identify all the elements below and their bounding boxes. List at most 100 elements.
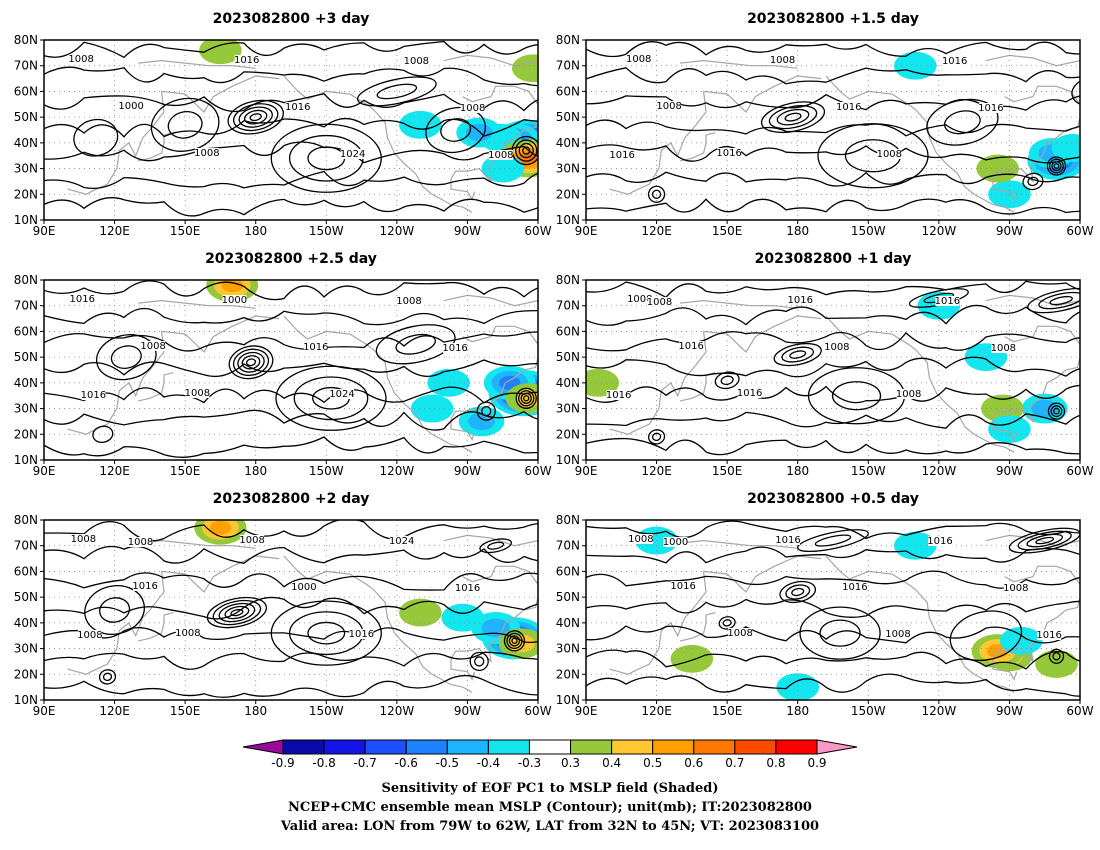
lon-tick-label: 60W: [524, 224, 551, 238]
low-pressure-contour: [1071, 76, 1080, 107]
high-pressure-contour: [270, 600, 382, 666]
coastline: [680, 539, 798, 549]
isobar-label: 1000: [222, 295, 247, 306]
low-pressure-contour: [150, 97, 220, 152]
low-pressure-contour: [949, 610, 1023, 662]
colorbar-swatch: [487, 739, 530, 755]
lon-tick-label: 150W: [851, 224, 886, 238]
lon-tick-label: 90W: [996, 464, 1023, 478]
colorbar-swatch: [364, 739, 407, 755]
low-pressure-contour: [1053, 407, 1060, 415]
isobar-label-bg: [627, 294, 652, 304]
isobar-label-bg: [896, 389, 921, 399]
lat-tick-label: 10N: [14, 213, 38, 227]
map-field: 1008 1016 1008 1016 1016 1008 1016 1008 1016 1000: [586, 520, 1080, 700]
isobar-label: 1008: [396, 296, 421, 307]
lon-tick-label: 120E: [641, 704, 672, 718]
low-pressure-contour: [1026, 533, 1064, 548]
isobar-label: 1016: [927, 536, 952, 547]
isobar-label-bg: [886, 629, 911, 639]
lon-tick-label: 90W: [996, 704, 1023, 718]
map-field: 1008 1000 1008 1016 1016 1024 1008 1008 1008: [44, 40, 538, 220]
lon-tick-label: 60W: [524, 464, 551, 478]
isobar-line: [44, 117, 538, 138]
panel-frame: [43, 279, 539, 461]
lat-tick-label: 40N: [14, 616, 38, 630]
panel-frame: [43, 519, 539, 701]
isobar-contours: [44, 40, 538, 217]
lat-tick-label: 10N: [14, 693, 38, 707]
sensitivity-blob: [586, 368, 620, 397]
isobar-label-bg: [329, 389, 354, 399]
sensitivity-blob: [209, 520, 232, 535]
map-panel-2: 2023082800 +1.5 day100810081016100810161…: [556, 11, 1094, 238]
caption-line-1: Sensitivity of EOF PC1 to MSLP field (Sh…: [381, 781, 718, 796]
lat-tick-label: 60N: [556, 84, 580, 98]
map-panel-4: 2023082800 +1 day10081016101610161008100…: [556, 251, 1094, 478]
sensitivity-blob: [427, 368, 470, 397]
coastline: [985, 294, 1080, 307]
coastline: [992, 658, 1018, 681]
isobar-label: 1008: [627, 294, 652, 305]
isobar-label-bg: [185, 388, 210, 398]
colorbar-tick-label: 0.4: [602, 756, 621, 770]
colorbar-high-arrow: [816, 739, 858, 755]
panel-title: 2023082800 +1 day: [755, 251, 912, 267]
coastline: [992, 178, 1018, 201]
coastline: [985, 534, 1080, 547]
low-pressure-contour: [376, 83, 418, 100]
sensitivity-blob: [519, 152, 538, 165]
high-pressure-contour: [799, 606, 881, 660]
colorbar-tick-label: -0.8: [312, 756, 335, 770]
lat-tick-label: 70N: [14, 299, 38, 313]
isobar-line: [44, 359, 538, 378]
lat-tick-label: 60N: [14, 84, 38, 98]
lon-tick-label: 120W: [379, 464, 414, 478]
lat-tick-label: 80N: [14, 273, 38, 287]
isobar-line: [586, 437, 1080, 456]
isobar-line: [44, 170, 538, 189]
isobar-label: 1008: [77, 630, 102, 641]
isobar-label: 1016: [935, 296, 960, 307]
isobar-line: [586, 625, 1080, 644]
isobar-line: [44, 674, 538, 698]
sensitivity-blob: [776, 673, 820, 700]
low-pressure-contour: [1049, 295, 1073, 306]
isobar-contours: [586, 280, 1080, 456]
coastline: [443, 294, 538, 307]
isobar-label: 1024: [340, 149, 365, 160]
isobar-line: [44, 651, 538, 670]
isobar-label-bg: [657, 101, 682, 111]
isobar-label-bg: [404, 56, 429, 66]
low-pressure-contour: [926, 98, 999, 146]
isobar-label: 1016: [606, 390, 631, 401]
lat-tick-label: 30N: [14, 162, 38, 176]
isobar-label: 1016: [234, 55, 259, 66]
isobar-label-bg: [671, 581, 696, 591]
isobar-label-bg: [222, 295, 247, 305]
isobar-label-bg: [443, 343, 468, 353]
low-pressure-contour: [518, 390, 535, 407]
low-pressure-contour: [237, 351, 265, 373]
lon-tick-label: 120E: [99, 704, 130, 718]
isobar-label-bg: [234, 55, 259, 65]
sensitivity-blob: [894, 531, 937, 560]
lon-tick-label: 150E: [712, 464, 743, 478]
coastlines: [609, 534, 1080, 693]
coastline: [450, 85, 538, 184]
panel-title: 2023082800 +3 day: [213, 11, 370, 27]
lat-tick-label: 20N: [556, 427, 580, 441]
isobar-label: 1008: [68, 54, 93, 65]
coastline: [609, 75, 822, 195]
sensitivity-blob: [1035, 650, 1078, 678]
isobar-label: 1016: [737, 388, 762, 399]
isobar-labels: 1008 1000 1008 1016 1016 1024 1008 1008 1008: [68, 54, 514, 161]
isobar-label: 1016: [303, 342, 328, 353]
graticule: [586, 520, 1080, 700]
isobar-label: 1008: [647, 297, 672, 308]
coastline: [680, 59, 798, 69]
isobar-label-bg: [460, 103, 485, 113]
sensitivity-blob: [399, 110, 442, 139]
lat-tick-label: 70N: [556, 299, 580, 313]
